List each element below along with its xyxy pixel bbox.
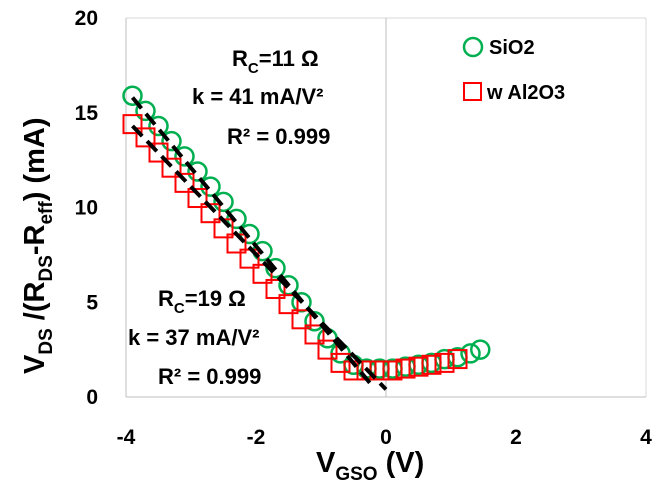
legend-marker-sio2 [462, 36, 484, 58]
y-tick-label: 10 [75, 197, 98, 220]
legend-label-al2o3: w Al2O3 [486, 82, 565, 104]
data-point-circle [187, 161, 208, 182]
data-point-circle [122, 85, 143, 106]
x-tick-labels: -4 -2 0 2 4 [117, 426, 653, 449]
x-axis-title: VGSO (V) [316, 447, 424, 484]
annotation-sio2-rc: RC=11 Ω [232, 46, 319, 77]
data-point-square [135, 127, 156, 148]
annotation-al2o3-k: k = 37 mA/V² [128, 325, 259, 350]
data-point-square [278, 294, 299, 315]
data-point-square [317, 339, 338, 360]
data-point-square [421, 354, 442, 375]
data-point-circle [213, 191, 234, 213]
y-tick-label: 0 [86, 386, 98, 409]
y-tick-label: 5 [86, 291, 98, 314]
data-point-square [330, 352, 351, 373]
data-point-circle [304, 310, 325, 332]
trendline [131, 124, 388, 391]
annotation-sio2-r2: R² = 0.999 [227, 124, 330, 149]
data-point-square [161, 157, 182, 178]
data-point-square [265, 278, 286, 299]
data-point-circle [148, 115, 169, 137]
series-layer [122, 85, 491, 381]
data-point-square [148, 142, 169, 163]
data-point-square [252, 263, 273, 284]
x-tick-label: -4 [117, 426, 136, 449]
series-al2o3 [122, 114, 468, 381]
data-point-square [447, 349, 468, 370]
x-tick-label: -2 [247, 426, 266, 449]
annotation-al2o3-r2: R² = 0.999 [158, 364, 261, 389]
data-point-circle [174, 146, 195, 167]
data-point-circle [265, 257, 286, 279]
data-point-circle [460, 343, 481, 364]
x-tick-label: 4 [640, 426, 652, 449]
data-point-circle [470, 339, 491, 360]
fit-lines [130, 96, 388, 391]
legend-label-sio2: SiO2 [489, 37, 535, 59]
y-tick-labels: 0 5 10 15 20 [75, 7, 99, 409]
data-point-square [304, 324, 325, 345]
data-point-square [291, 309, 312, 330]
legend: SiO2 w Al2O3 [462, 36, 565, 104]
data-point-square [174, 172, 195, 193]
data-point-square [187, 188, 208, 209]
y-axis-title: VDS /(RDS-Reff) (mA) [19, 118, 57, 374]
data-point-circle [135, 100, 156, 122]
legend-marker-al2o3 [463, 82, 482, 101]
data-point-square [395, 358, 416, 379]
annotation-al2o3-rc: RC=19 Ω [158, 286, 246, 317]
x-tick-label: 0 [380, 426, 392, 449]
y-tick-label: 15 [75, 102, 99, 125]
data-point-square [434, 352, 455, 373]
data-point-square [122, 114, 143, 135]
annotation-sio2-k: k = 41 mA/V² [192, 84, 323, 109]
x-tick-label: 2 [510, 426, 522, 449]
data-point-square [408, 356, 429, 377]
data-point-circle [161, 130, 182, 152]
data-point-square [382, 360, 403, 381]
data-point-circle [200, 176, 221, 197]
y-tick-label: 20 [75, 7, 98, 30]
